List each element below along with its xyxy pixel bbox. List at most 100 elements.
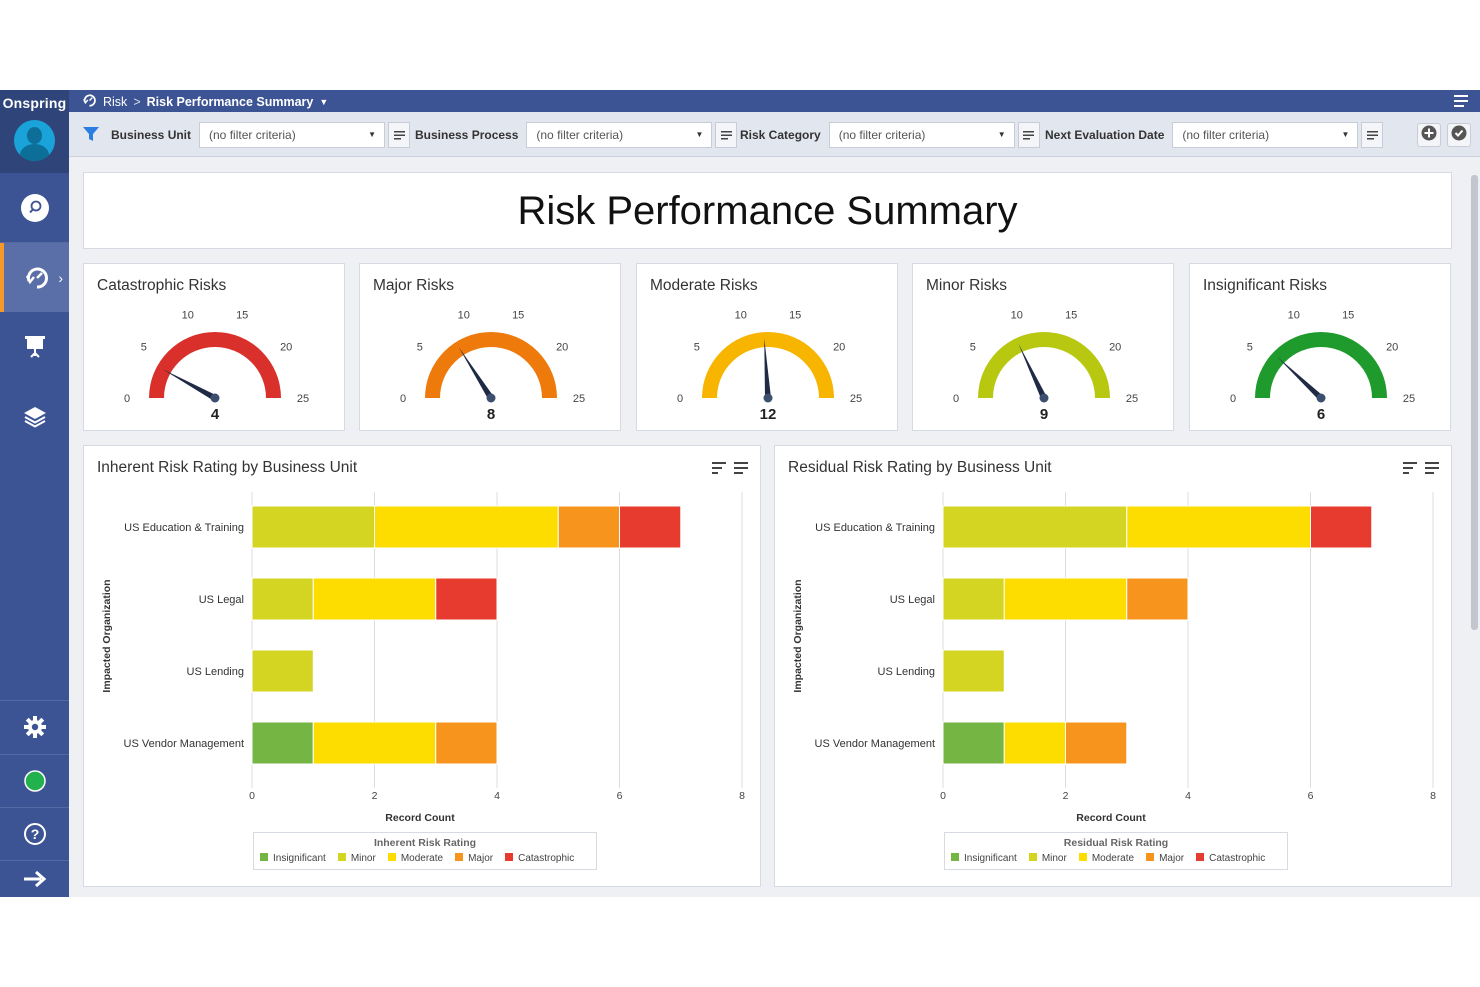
add-filter-button[interactable] — [1417, 123, 1441, 147]
gauge-tick-label: 15 — [789, 309, 801, 321]
svg-text:?: ? — [30, 826, 39, 842]
vertical-scrollbar[interactable] — [1470, 172, 1479, 897]
legend-item[interactable]: Insignificant — [951, 853, 1017, 864]
filter-label: Next Evaluation Date — [1045, 128, 1165, 142]
gauge-panel-moderate: Moderate Risks 0 5 10 15 20 25 12 — [636, 263, 898, 431]
dropdown-arrow-icon: ▼ — [368, 130, 377, 139]
breadcrumb-current[interactable]: Risk Performance Summary — [146, 95, 314, 109]
bar-segment — [942, 649, 1005, 693]
arrow-right-icon — [23, 870, 47, 887]
chart-menu-icon[interactable] — [734, 461, 748, 479]
gauge-tick-label: 25 — [1403, 393, 1415, 405]
legend-item[interactable]: Minor — [1028, 853, 1067, 864]
legend-item[interactable]: Insignificant — [260, 853, 326, 864]
dropdown-arrow-icon: ▼ — [1341, 130, 1350, 139]
filter-next-evaluation-date: Next Evaluation Date (no filter criteria… — [1045, 122, 1384, 148]
bar-segment — [1003, 721, 1066, 765]
filter-select[interactable]: (no filter criteria) ▼ — [828, 122, 1015, 148]
gauge-chart: 0 5 10 15 20 25 4 — [124, 309, 309, 423]
filter-options-button[interactable] — [1361, 122, 1384, 148]
legend-item[interactable]: Major — [1146, 853, 1184, 864]
gauge-panel-catastrophic: Catastrophic Risks 0 5 10 15 20 25 4 — [83, 263, 345, 431]
filter-risk-category: Risk Category (no filter criteria) ▼ — [740, 122, 1040, 148]
gauge-needle — [1018, 343, 1047, 400]
caret-down-icon[interactable]: ▼ — [319, 97, 329, 107]
filter-options-button[interactable] — [1017, 122, 1040, 148]
bar-segment — [251, 649, 314, 693]
legend-item[interactable]: Catastrophic — [505, 853, 574, 864]
help-icon: ? — [23, 822, 47, 846]
hamburger-menu-icon[interactable] — [1454, 95, 1468, 110]
bar-segment — [1310, 505, 1373, 549]
user-avatar-area — [0, 117, 69, 173]
legend-item[interactable]: Moderate — [387, 853, 443, 864]
gauge-needle-hub — [763, 393, 773, 403]
filter-select[interactable]: (no filter criteria) ▼ — [1172, 122, 1359, 148]
chart-menu-icon[interactable] — [1425, 461, 1439, 479]
filter-select[interactable]: (no filter criteria) ▼ — [199, 122, 386, 148]
gauge-arc — [978, 332, 1110, 398]
gauge-needle — [1277, 356, 1324, 401]
breadcrumb-root-link[interactable]: Risk — [103, 95, 128, 109]
residual-risk-chart-panel: 0 2 4 6 8 US Education & Training US Legal US L… — [774, 445, 1452, 887]
bar-segment — [1126, 505, 1311, 549]
dropdown-arrow-icon: ▼ — [997, 130, 1006, 139]
bar-segment — [251, 505, 375, 549]
sidebar-item-settings[interactable] — [0, 700, 69, 753]
sidebar-item-search[interactable] — [0, 173, 69, 242]
gauge-needle — [162, 369, 217, 401]
legend-item[interactable]: Minor — [337, 853, 376, 864]
filter-options-button[interactable] — [388, 122, 411, 148]
gauge-tick-label: 25 — [850, 393, 862, 405]
sidebar-item-logout[interactable] — [0, 860, 69, 897]
gauge-tick-label: 0 — [124, 393, 130, 405]
y-tick-label: US Lending — [187, 666, 245, 678]
x-tick-label: 4 — [494, 790, 500, 802]
x-tick-label: 6 — [617, 790, 623, 802]
gauge-tick-label: 10 — [1011, 309, 1023, 321]
x-tick-label: 4 — [1185, 790, 1191, 802]
x-tick-label: 8 — [739, 790, 745, 802]
filter-icon[interactable] — [83, 127, 99, 147]
sort-icon[interactable] — [1403, 461, 1417, 479]
y-tick-label: US Vendor Management — [124, 738, 244, 750]
legend-title: Inherent Risk Rating — [373, 837, 477, 849]
status-dot-icon — [23, 769, 47, 793]
chart-legend: Residual Risk Rating Insignificant Minor… — [944, 832, 1288, 870]
sort-icon[interactable] — [712, 461, 726, 479]
sidebar-item-presentation[interactable] — [0, 312, 69, 381]
legend-item[interactable]: Moderate — [1078, 853, 1134, 864]
filter-label: Business Process — [415, 128, 519, 142]
sidebar-item-status[interactable] — [0, 754, 69, 807]
x-axis-label: Record Count — [385, 812, 455, 824]
gauge-tick-label: 0 — [1230, 393, 1236, 405]
sidebar-item-risk[interactable]: › — [0, 243, 69, 312]
gauge-tick-label: 20 — [280, 341, 292, 353]
gauge-tick-label: 25 — [297, 393, 309, 405]
gauge-tick-label: 25 — [573, 393, 585, 405]
gauge-title: Minor Risks — [926, 277, 1007, 294]
chart-tools — [712, 461, 748, 479]
bar-segment — [435, 577, 498, 621]
brand-logo: Onspring — [0, 90, 69, 117]
legend-item[interactable]: Catastrophic — [1196, 853, 1265, 864]
sidebar-item-help[interactable]: ? — [0, 807, 69, 860]
filter-options-button[interactable] — [715, 122, 738, 148]
gauge-needle — [458, 347, 494, 400]
gauge-chart: 0 5 10 15 20 25 9 — [953, 309, 1138, 423]
bar-segment — [1065, 721, 1128, 765]
legend-item[interactable]: Major — [455, 853, 493, 864]
y-axis-label: Impacted Organization — [792, 579, 804, 692]
gauge-panel-major: Major Risks 0 5 10 15 20 25 8 — [359, 263, 621, 431]
filter-select[interactable]: (no filter criteria) ▼ — [526, 122, 713, 148]
gauge-needle-hub — [486, 393, 496, 403]
apply-filter-button[interactable] — [1447, 123, 1471, 147]
bar-segment — [619, 505, 682, 549]
bar-segment — [942, 505, 1128, 549]
sidebar-item-layers[interactable] — [0, 382, 69, 451]
avatar[interactable] — [14, 120, 55, 161]
scrollbar-thumb[interactable] — [1471, 175, 1478, 630]
gauge-tick-label: 5 — [141, 341, 147, 353]
gauge-title: Insignificant Risks — [1203, 277, 1328, 294]
gauge-arc — [149, 332, 281, 398]
